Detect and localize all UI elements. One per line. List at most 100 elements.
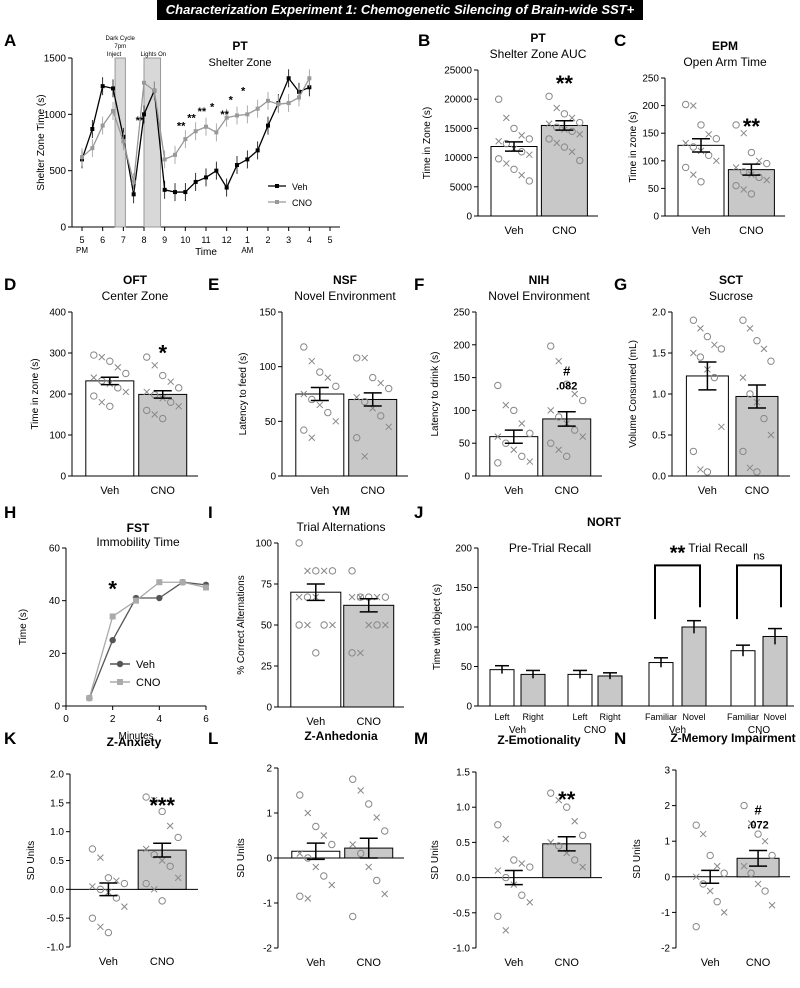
panel-D-y-tick-label: 400 <box>49 308 66 319</box>
panel-letter-A: A <box>4 31 16 50</box>
panel-B-point <box>560 143 569 151</box>
panel-A-point-CNO <box>162 157 167 162</box>
panel-C-point <box>763 176 771 184</box>
panel-H-point-CNO <box>86 695 93 702</box>
panel-B-point <box>568 114 576 122</box>
panel-letter-N: N <box>614 729 626 748</box>
panel-J-sig-bracket <box>654 564 701 620</box>
panel-I-subtitle: Trial Alternations <box>297 520 386 534</box>
panel-F-y-tick-label: 100 <box>453 406 470 417</box>
panel-N-point <box>720 909 728 916</box>
panel-M-point <box>555 842 563 850</box>
panel-K-y-tick-label: 0.5 <box>50 856 64 867</box>
panel-K-point <box>150 851 158 859</box>
panel-G-point <box>689 447 698 456</box>
panel-I-point <box>382 621 389 629</box>
panel-letter-J: J <box>414 503 423 522</box>
panel-A-legend-marker <box>275 184 279 188</box>
panel-F-point <box>563 452 571 461</box>
panel-A-sig-star: ** <box>187 113 196 125</box>
panel-A-point-CNO <box>173 152 177 157</box>
panel-D-point <box>143 406 151 415</box>
panel-H-point-CNO <box>203 584 209 591</box>
panel-L-point <box>381 890 389 898</box>
panel-J-group-label: CNO <box>584 725 606 736</box>
panel-A-y-tick-label: 1000 <box>44 110 67 121</box>
panel-N-point <box>713 898 721 906</box>
panel-H-line-CNO <box>88 581 207 699</box>
panel-A-point-CNO <box>80 155 84 160</box>
panel-A-sig-star: ** <box>177 120 186 132</box>
panel-C-point <box>747 190 756 198</box>
panel-F-point <box>510 446 518 454</box>
panel-L-point <box>296 892 304 900</box>
panel-letter-C: C <box>614 31 626 50</box>
panel-A-title: PT <box>232 39 248 53</box>
panel-A-annotation-dark: Dark Cycle <box>106 36 136 42</box>
panel-K-point <box>150 885 158 893</box>
panel-K-point <box>166 822 174 830</box>
panel-A-point-Veh <box>266 123 270 128</box>
panel-B-point <box>576 156 584 165</box>
panel-J-bar-Left <box>567 673 593 707</box>
panel-I-point <box>295 593 303 601</box>
panel-I-x-label: Veh <box>306 716 325 728</box>
panel-B-y-tick-label: 0 <box>466 212 472 223</box>
panel-C-title: EPM <box>712 39 738 53</box>
panel-A-annotation-inject: Inject <box>107 52 122 58</box>
panel-A-point-CNO <box>204 124 208 129</box>
panel-G-point <box>746 464 754 472</box>
panel-L-y-label: SD Units <box>236 838 247 877</box>
panel-E-y-tick-label: 100 <box>259 362 276 373</box>
panel-C-point <box>755 173 763 182</box>
panel-N-point <box>768 901 776 909</box>
panel-I-y-label: % Correct Alternations <box>236 575 247 675</box>
panel-L-point <box>349 775 357 783</box>
panel-J-sig-label: ns <box>753 550 765 562</box>
panel-A-point-Veh <box>173 190 177 195</box>
panel-J-bar-Familiar <box>730 650 756 707</box>
panel-A-annotation-dark-time: 7pm <box>114 44 126 50</box>
panel-M-point <box>518 860 526 867</box>
panel-M-x-label: Veh <box>504 957 523 969</box>
panel-M-point <box>571 817 579 825</box>
panel-E-bar-CNO <box>348 398 398 477</box>
panel-E-y-tick-label: 50 <box>265 417 277 428</box>
panel-A-sig-star: ** <box>220 109 229 121</box>
panel-A-x-tick-label: 2 <box>265 235 270 245</box>
panel-I-point <box>312 649 320 657</box>
panel-D-point <box>122 388 130 396</box>
panel-J-bar-Left <box>489 669 515 707</box>
panel-L-point <box>328 840 336 849</box>
panel-M-point <box>494 821 502 829</box>
panel-A-sig-star: ** <box>198 106 207 118</box>
panel-H-point-CNO <box>156 579 163 586</box>
panel-H-sig: * <box>108 577 117 602</box>
panel-A-point-CNO <box>224 115 229 120</box>
panel-F-point <box>571 390 579 398</box>
panel-A-x-tick-label: 8 <box>141 235 146 245</box>
panel-D-point <box>98 353 106 361</box>
panel-H-title: FST <box>127 521 150 535</box>
panel-M-y-label: SD Units <box>430 840 441 879</box>
panel-A-point-CNO <box>183 137 188 142</box>
panel-K-y-tick-label: 0.0 <box>50 885 64 896</box>
panel-A-point-Veh <box>286 76 291 81</box>
panel-K-point <box>150 796 158 804</box>
panel-C-point <box>689 171 697 178</box>
panel-N-point <box>740 862 748 870</box>
panel-J-x-label: Novel <box>682 712 705 722</box>
panel-B-point <box>576 130 584 138</box>
panel-I-point <box>357 649 364 657</box>
panel-A-sig-star: ** <box>136 115 145 127</box>
panel-K-y-tick-label: -1.0 <box>47 943 65 954</box>
panel-N-point <box>699 830 707 838</box>
panel-A-lights-shade <box>143 57 162 228</box>
panel-B-y-tick-label: 10000 <box>444 153 472 164</box>
panel-G-bar-Veh <box>685 375 729 477</box>
panel-J-x-label: Novel <box>763 712 786 722</box>
panel-M-point <box>579 863 587 871</box>
panel-N-x-label: CNO <box>746 957 771 969</box>
panel-L-y-tick-label: -1 <box>263 899 272 910</box>
panel-A-point-Veh <box>224 185 229 190</box>
